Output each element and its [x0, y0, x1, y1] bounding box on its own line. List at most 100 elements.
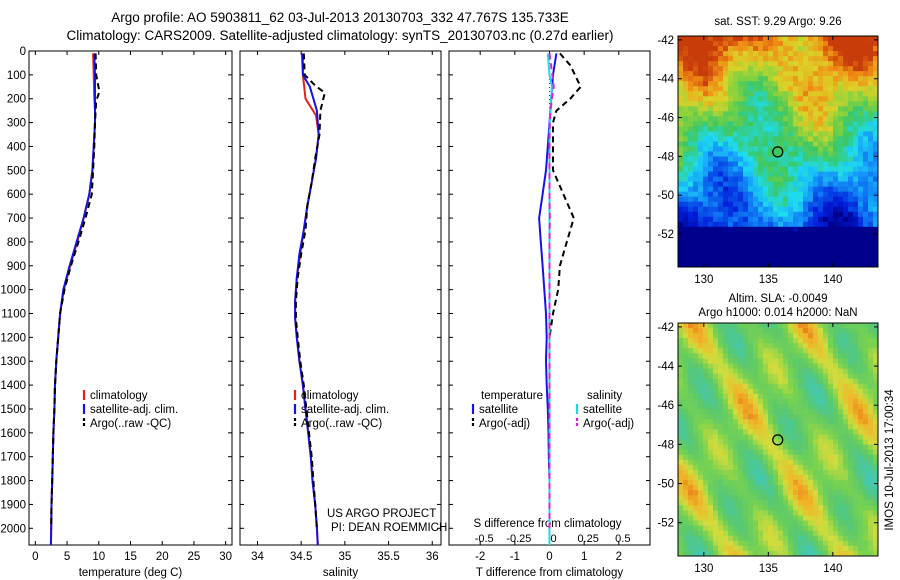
x-top-tick-label: 0.5 [615, 533, 630, 545]
map-x-tick-label: 140 [823, 563, 842, 575]
depth-tick-label: 600 [7, 189, 26, 201]
legend-label: satellite-adj. clim. [90, 404, 178, 416]
legend-label: Argo(-adj) [479, 418, 530, 430]
timestamp: IMOS 10-Jul-2013 17:00:34 [884, 389, 896, 531]
depth-tick-label: 800 [7, 237, 26, 249]
series-line-argo [50, 53, 101, 529]
argo-float-marker [772, 434, 784, 446]
map-y-tick-label: -44 [657, 361, 674, 373]
depth-tick-label: 700 [7, 213, 26, 225]
depth-tick-label: 100 [7, 70, 26, 82]
map-x-tick-label: 130 [694, 274, 713, 286]
depth-tick-label: 2000 [0, 523, 26, 535]
sst-map-image [678, 36, 879, 268]
depth-tick-label: 900 [7, 261, 26, 273]
x-tick-label: 0 [546, 551, 552, 563]
series-line-satellite [294, 53, 320, 546]
x-axis-label: T difference from climatology [476, 567, 623, 579]
x-top-tick-label: -0.5 [475, 533, 494, 545]
credit-line1: US ARGO PROJECT [327, 508, 436, 520]
depth-tick-label: 0 [20, 46, 26, 58]
x-top-tick-label: 0.25 [577, 533, 598, 545]
map-x-tick-label: 140 [823, 274, 842, 286]
depth-tick-label: 400 [7, 141, 26, 153]
depth-tick-label: 300 [7, 118, 26, 130]
map-y-tick-label: -42 [657, 35, 674, 47]
x-tick-label: 35.5 [377, 551, 399, 563]
depth-tick-label: 1900 [0, 499, 26, 511]
depth-tick-label: 1200 [0, 332, 26, 344]
depth-tick-label: 1500 [0, 404, 26, 416]
x-tick-label: 20 [156, 551, 169, 563]
sla-map-title-line1: Altim. SLA: -0.0049 [728, 293, 827, 305]
plot-frame-salinity [239, 50, 442, 546]
depth-tick-label: 500 [7, 165, 26, 177]
legend-label: climatology [90, 390, 148, 402]
x-axis-label: salinity [323, 567, 358, 579]
x-tick-label: 36 [426, 551, 439, 563]
x-tick-label: -1 [510, 551, 520, 563]
argo-float-marker [772, 146, 784, 158]
map-frame [677, 322, 879, 557]
depth-tick-label: 1000 [0, 285, 26, 297]
sla-map-image [678, 323, 879, 557]
map-y-tick-label: -50 [657, 190, 674, 202]
depth-tick-label: 1400 [0, 380, 26, 392]
series-line-satellite [49, 53, 96, 546]
legend-label: Argo(..raw -QC) [90, 418, 171, 430]
series-line-climatology [49, 53, 96, 546]
legend-label: satellite [479, 404, 518, 416]
map-y-tick-label: -50 [657, 479, 674, 491]
map-y-tick-label: -52 [657, 518, 674, 530]
map-x-tick-label: 135 [759, 563, 778, 575]
map-y-tick-label: -52 [657, 229, 674, 241]
map-y-tick-label: -48 [657, 439, 674, 451]
legend-label: climatology [301, 390, 359, 402]
x-tick-label: 34.5 [290, 551, 312, 563]
x-tick-label: 0 [32, 551, 38, 563]
depth-tick-label: 1700 [0, 452, 26, 464]
map-x-tick-label: 135 [759, 274, 778, 286]
x-tick-label: -2 [475, 551, 485, 563]
depth-tick-label: 1800 [0, 476, 26, 488]
sla-map-title-line2: Argo h1000: 0.014 h2000: NaN [698, 307, 857, 319]
x-tick-label: 34 [251, 551, 264, 563]
x-top-tick-label: -0.25 [506, 533, 531, 545]
depth-tick-label: 1100 [1, 309, 26, 321]
series-line-argo [548, 52, 582, 529]
legend-label: Argo(..raw -QC) [301, 418, 382, 430]
depth-tick-label: 200 [7, 94, 26, 106]
map-y-tick-label: -44 [657, 74, 674, 86]
depth-tick-label: 1300 [0, 356, 26, 368]
x-tick-label: 1 [581, 551, 587, 563]
map-y-tick-label: -42 [657, 322, 674, 334]
legend-label: Argo(-adj) [583, 418, 634, 430]
map-x-tick-label: 130 [694, 563, 713, 575]
x-top-axis-label: S difference from climatology [473, 518, 621, 530]
map-frame [677, 35, 879, 268]
map-y-tick-label: -46 [657, 400, 674, 412]
legend-header: temperature [481, 390, 543, 402]
x-tick-label: 25 [188, 551, 201, 563]
x-axis-label: temperature (deg C) [79, 567, 183, 579]
plot-frame-temperature [28, 50, 233, 546]
x-tick-label: 15 [124, 551, 137, 563]
legend-label: satellite [583, 404, 622, 416]
x-top-tick-label: 0 [550, 533, 556, 545]
sst-map-title: sat. SST: 9.29 Argo: 9.26 [714, 16, 841, 28]
x-tick-label: 30 [219, 551, 232, 563]
depth-tick-label: 1600 [0, 428, 26, 440]
figure-title-line1: Argo profile: AO 5903811_62 03-Jul-2013 … [111, 10, 569, 25]
map-y-tick-label: -46 [657, 113, 674, 125]
credit-line2: PI: DEAN ROEMMICH [331, 522, 447, 534]
legend-header: salinity [587, 390, 622, 402]
series-line-argo_s [548, 53, 555, 529]
series-line-climatology [294, 53, 320, 546]
map-y-tick-label: -48 [657, 151, 674, 163]
series-line-argo [294, 53, 326, 529]
legend-label: satellite-adj. clim. [301, 404, 389, 416]
x-tick-label: 5 [64, 551, 70, 563]
x-tick-label: 2 [616, 551, 622, 563]
figure-title-line2: Climatology: CARS2009. Satellite-adjuste… [66, 28, 614, 43]
